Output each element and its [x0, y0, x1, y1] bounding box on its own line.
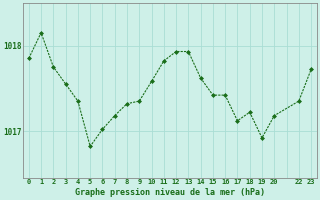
X-axis label: Graphe pression niveau de la mer (hPa): Graphe pression niveau de la mer (hPa) — [75, 188, 265, 197]
